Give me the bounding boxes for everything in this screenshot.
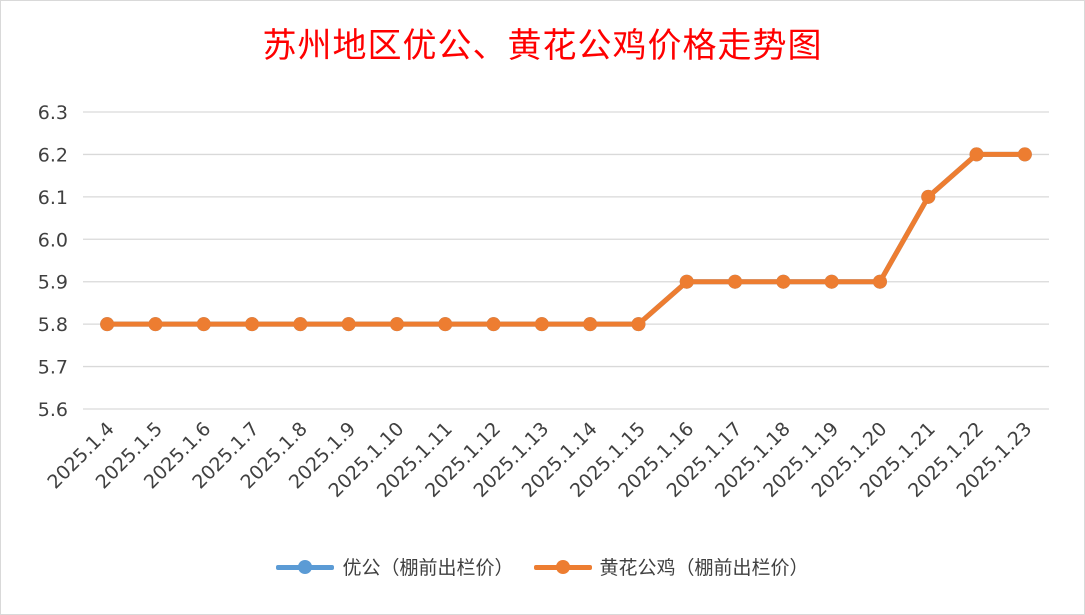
y-tick-label: 5.8: [38, 314, 68, 336]
series-1-point: [631, 317, 646, 332]
y-tick-label: 6.2: [38, 144, 68, 166]
series-1-point: [100, 317, 115, 332]
series-1-point: [341, 317, 356, 332]
y-tick-label: 5.7: [38, 357, 68, 379]
chart-title: 苏州地区优公、黄花公鸡价格走势图: [262, 26, 823, 66]
series-1-point: [534, 317, 549, 332]
series-1-point: [824, 274, 839, 289]
legend-swatch-youg: [276, 557, 335, 577]
series-line-1: [104, 151, 1028, 327]
series-1-point: [872, 274, 887, 289]
series-1-point: [196, 317, 211, 332]
y-tick-label: 5.9: [38, 272, 68, 294]
y-tick-label: 6.3: [38, 102, 68, 124]
series-1-point: [728, 274, 743, 289]
series-1-point: [583, 317, 598, 332]
legend-item-youg[interactable]: 优公（棚前出栏价）: [276, 553, 514, 580]
y-tick-label: 6.1: [38, 187, 68, 209]
series-1-point: [1017, 147, 1032, 162]
series-1-point: [776, 274, 791, 289]
series-1-point: [389, 317, 404, 332]
legend-marker-huanghua: [555, 559, 570, 574]
legend-swatch-huanghua: [533, 557, 592, 577]
legend-marker-youg: [298, 559, 313, 574]
series-1-point: [438, 317, 453, 332]
series-1-point: [679, 274, 694, 289]
y-tick-label: 5.6: [38, 399, 68, 421]
series-1-point: [293, 317, 308, 332]
legend-item-huanghua[interactable]: 黄花公鸡（棚前出栏价）: [533, 553, 809, 580]
series-1-point: [245, 317, 260, 332]
legend-label-youg: 优公（棚前出栏价）: [342, 557, 514, 579]
series-1-point: [969, 147, 984, 162]
y-tick-label: 6.0: [38, 229, 68, 251]
series-1-point: [921, 189, 936, 204]
legend: 优公（棚前出栏价） 黄花公鸡（棚前出栏价）: [0, 553, 1085, 580]
series-1-point: [148, 317, 163, 332]
legend-label-huanghua: 黄花公鸡（棚前出栏价）: [599, 557, 809, 579]
series-1-point: [486, 317, 501, 332]
